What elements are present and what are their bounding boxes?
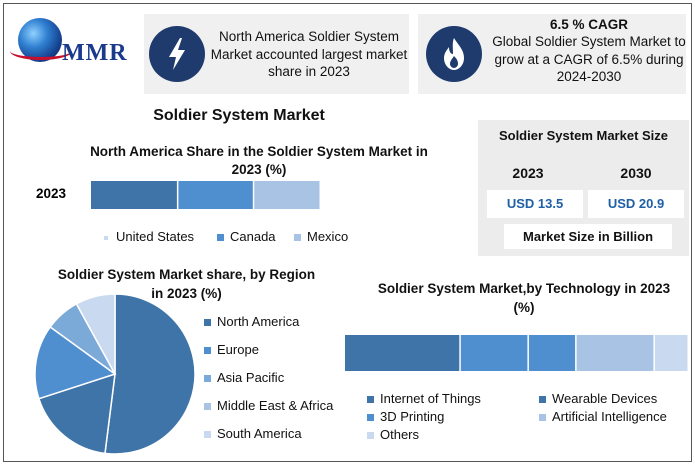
bar-segment-canada	[178, 181, 253, 209]
flame-icon	[426, 26, 482, 82]
legend-label-wearable-devices: Wearable Devices	[552, 391, 658, 406]
legend-item-north-america: North America	[204, 314, 299, 329]
legend-swatch-artificial-intelligence	[539, 414, 546, 422]
legend-swatch-united-states	[104, 235, 108, 240]
legend-swatch-mexico	[294, 234, 301, 242]
legend-swatch-asia-pacific	[204, 375, 211, 383]
year-2023-label: 2023	[512, 165, 544, 181]
legend-swatch-south-america	[204, 431, 211, 439]
legend-label-internet-of-things: Internet of Things	[380, 391, 481, 406]
legend-label-united-states: United States	[116, 229, 195, 244]
bar-segment-mexico	[254, 181, 320, 209]
lightning-bolt-icon	[149, 26, 205, 82]
value-2023: USD 13.5	[487, 190, 583, 218]
main-title: Soldier System Market	[153, 107, 325, 124]
technology-bar-chart	[345, 335, 688, 371]
legend-swatch-europe	[204, 347, 211, 355]
bar-segment-wearable-devices	[460, 335, 528, 371]
legend-label-artificial-intelligence: Artificial Intelligence	[552, 409, 667, 424]
legend-label-canada: Canada	[230, 229, 276, 244]
value-2030: USD 20.9	[588, 190, 684, 218]
legend-swatch-internet-of-things	[367, 396, 374, 404]
chart-title-technology: Soldier System Market,by Technology in 2…	[377, 281, 671, 315]
bar-segment-artificial-intelligence	[576, 335, 654, 371]
bar-segment-3d-printing	[528, 335, 576, 371]
market-size-unit-label: Market Size in Billion	[504, 224, 672, 249]
infographic-frame: MMR North America Soldier System Market …	[3, 3, 692, 462]
logo-swoosh	[10, 42, 72, 60]
legend-item-asia-pacific: Asia Pacific	[204, 370, 284, 385]
legend-label-middle-east-africa: Middle East & Africa	[217, 398, 334, 413]
legend-item-europe: Europe	[204, 342, 259, 357]
logo-text: MMR	[62, 40, 128, 66]
legend-label-others: Others	[380, 427, 420, 442]
category-label-2023: 2023	[36, 186, 67, 201]
legend-item-south-america: South America	[204, 426, 302, 441]
pie-slice-europe	[37, 372, 116, 455]
bar-segment-others	[654, 335, 688, 371]
market-size-panel: Soldier System Market Size 2023 2030 USD…	[478, 120, 689, 256]
pie-slice-asia-pacific	[34, 325, 117, 400]
legend-item-wearable-devices: Wearable Devices	[539, 391, 657, 406]
north-america-bar-chart	[91, 181, 320, 209]
callout-left: North America Soldier System Market acco…	[144, 14, 409, 94]
legend-swatch-wearable-devices	[539, 396, 546, 404]
chart-title-region: Soldier System Market share, by Region i…	[57, 267, 316, 301]
callout-left-text: North America Soldier System Market acco…	[210, 29, 408, 79]
market-size-title: Soldier System Market Size	[498, 128, 669, 143]
bar-segment-united-states	[91, 181, 177, 209]
callout-right-text: Global Soldier System Market to grow at …	[492, 34, 686, 84]
legend-swatch-middle-east-africa	[204, 403, 211, 411]
legend-label-asia-pacific: Asia Pacific	[217, 370, 285, 385]
legend-item-3d-printing: 3D Printing	[367, 409, 444, 424]
bar-segment-internet-of-things	[345, 335, 460, 371]
pie-slice-north-america	[104, 293, 196, 455]
legend-swatch-3d-printing	[367, 414, 374, 422]
legend-item-artificial-intelligence: Artificial Intelligence	[539, 409, 667, 424]
pie-slice-south-america	[75, 293, 116, 375]
legend-label-europe: Europe	[217, 342, 259, 357]
chart-title-north-america: North America Share in the Soldier Syste…	[90, 144, 428, 177]
legend-label-north-america: North America	[217, 314, 300, 329]
legend-item-canada: Canada	[217, 229, 276, 244]
region-pie-chart	[34, 293, 196, 455]
legend-item-internet-of-things: Internet of Things	[367, 391, 481, 406]
year-2030-label: 2030	[620, 165, 652, 181]
legend-swatch-canada	[217, 234, 224, 242]
cagr-title: 6.5 % CAGR	[549, 17, 629, 32]
legend-swatch-north-america	[204, 319, 211, 327]
legend-item-mexico: Mexico	[294, 229, 348, 244]
legend-item-united-states: United States	[104, 229, 194, 244]
legend-swatch-others	[367, 432, 374, 440]
legend-item-others: Others	[367, 427, 419, 442]
legend-label-south-america: South America	[217, 426, 302, 441]
legend-label-3d-printing: 3D Printing	[380, 409, 445, 424]
legend-item-middle-east-africa: Middle East & Africa	[204, 398, 333, 413]
legend-label-mexico: Mexico	[307, 229, 349, 244]
callout-right: 6.5 % CAGR Global Soldier System Market …	[418, 14, 686, 94]
